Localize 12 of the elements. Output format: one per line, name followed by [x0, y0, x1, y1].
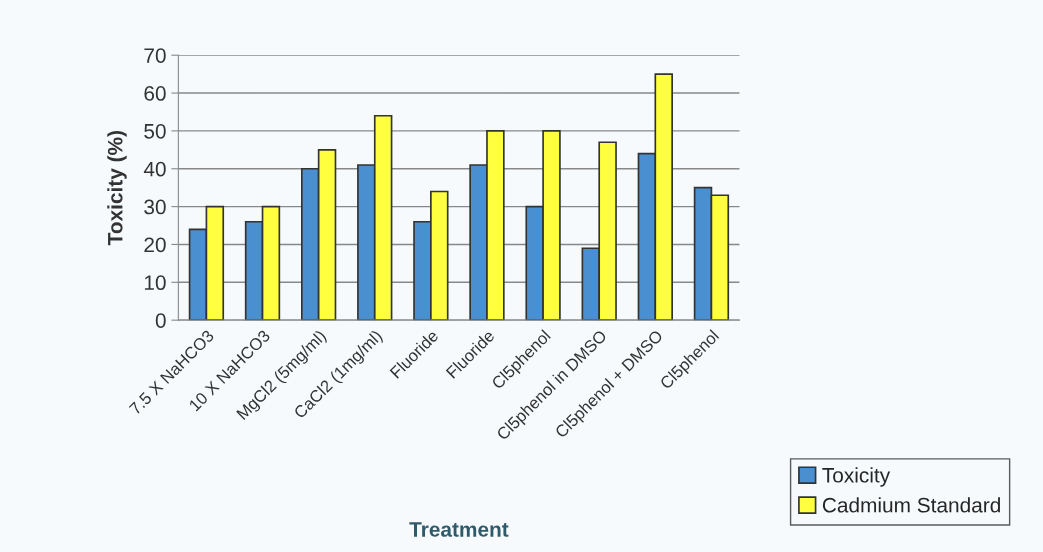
y-tick-label: 0 — [155, 313, 166, 328]
y-axis-title: Toxicity (%) — [107, 131, 127, 246]
y-tick-label: 50 — [144, 123, 166, 139]
y-tick-label: 20 — [144, 237, 166, 253]
legend-label: Cadmium Standard — [822, 497, 1000, 513]
x-axis-title: Treatment — [409, 522, 509, 537]
y-tick-label: 60 — [144, 86, 166, 101]
legend-label: Toxicity — [822, 467, 891, 487]
y-tick-label: 10 — [144, 275, 166, 291]
y-tick-label: 70 — [144, 48, 166, 63]
y-tick-label: 30 — [144, 199, 166, 215]
y-tick-label: 40 — [143, 161, 166, 177]
